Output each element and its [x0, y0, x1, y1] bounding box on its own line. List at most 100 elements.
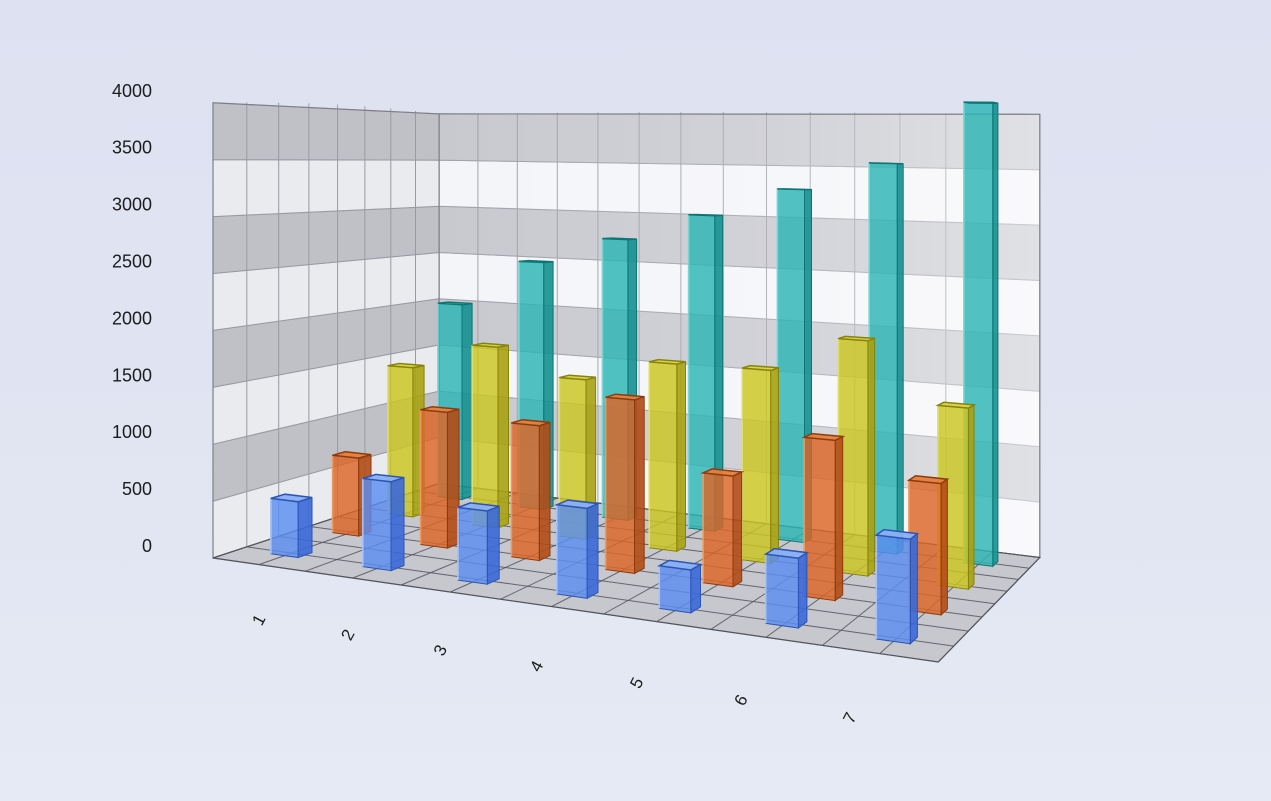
- bar-front-face: [457, 506, 488, 585]
- bar-row-2-cat3[interactable]: [510, 418, 551, 562]
- bar-side-face: [497, 344, 509, 529]
- bar-top-face: [963, 101, 999, 105]
- x-category-label: 2: [337, 626, 358, 643]
- y-tick-label: 3500: [112, 138, 152, 158]
- bar-top-face: [457, 502, 500, 512]
- bar-front-face: [765, 553, 799, 629]
- bar-top-face: [741, 364, 779, 372]
- bar-row-1-front-cat5[interactable]: [656, 559, 703, 614]
- bar-front-face: [270, 497, 299, 559]
- x-category-label: 1: [248, 611, 269, 628]
- bar-row-2-cat5[interactable]: [700, 468, 745, 588]
- bar-side-face: [390, 476, 405, 572]
- y-tick-label: 3000: [112, 195, 152, 215]
- bar-top-face: [700, 468, 745, 477]
- y-tick-label: 2500: [112, 252, 152, 272]
- bar-top-face: [869, 162, 904, 165]
- bar-front-face: [875, 534, 911, 645]
- bar-top-face: [387, 362, 425, 369]
- bar-top-face: [874, 528, 920, 540]
- bar-front-face: [556, 504, 588, 599]
- floor-gridline: [937, 557, 1041, 663]
- bar-side-face: [461, 302, 473, 501]
- bar-row-2-cat4[interactable]: [604, 393, 645, 575]
- bar-front-face: [658, 565, 692, 614]
- bar-top-face: [437, 301, 473, 306]
- bar-front-face: [420, 409, 448, 549]
- bar-front-face: [702, 472, 734, 588]
- bar-top-face: [688, 213, 723, 217]
- y-axis-labels: 0 500 1000 1500 2000 2500 3000 3500 4000: [112, 81, 152, 556]
- y-tick-label: 1500: [112, 365, 152, 385]
- bar-side-face: [797, 551, 808, 629]
- bar-top-face: [420, 405, 460, 414]
- bar-row-3-cat3[interactable]: [558, 374, 597, 541]
- x-axis-labels: 1 2 3 4 5 6 7: [248, 611, 860, 726]
- bar-top-face: [801, 432, 846, 442]
- bar-side-face: [297, 496, 313, 559]
- bar-top-face: [763, 547, 810, 559]
- bar-top-face: [472, 342, 509, 348]
- x-category-label: 5: [626, 674, 647, 691]
- bar-row-1-front-cat3[interactable]: [457, 502, 500, 585]
- bar-row-1-front-cat4[interactable]: [553, 499, 601, 600]
- bars: [270, 101, 999, 645]
- bar-top-face: [649, 358, 686, 365]
- bar-row-1-front-cat7[interactable]: [874, 528, 920, 645]
- series-row-2: [331, 393, 950, 617]
- y-tick-label: 4000: [112, 81, 152, 101]
- bar-side-face: [770, 367, 779, 565]
- bar-side-face: [909, 532, 918, 645]
- bar-row-1-front-cat6[interactable]: [763, 547, 810, 629]
- bar-row-1-front-cat2[interactable]: [361, 473, 405, 572]
- bar-top-face: [605, 393, 645, 401]
- bar-row-1-front-cat1[interactable]: [270, 493, 313, 559]
- bar-row-2-cat2[interactable]: [419, 405, 460, 549]
- bar-row-3-cat6[interactable]: [837, 335, 876, 578]
- bar-front-face: [332, 454, 360, 537]
- bar-side-face: [834, 435, 844, 602]
- bar-top-face: [559, 374, 596, 381]
- bar-row-2-cat6[interactable]: [801, 432, 846, 602]
- bar-front-face: [510, 422, 540, 562]
- bar-side-face: [690, 563, 701, 614]
- bar-side-face: [992, 101, 999, 568]
- x-category-label: 7: [839, 709, 860, 726]
- bar-front-face: [362, 477, 392, 572]
- bar-row-4-back-cat4[interactable]: [687, 213, 724, 533]
- bar-top-face: [935, 401, 977, 409]
- bar-side-face: [967, 404, 975, 591]
- bar-side-face: [732, 471, 743, 588]
- bar-top-face: [656, 559, 703, 571]
- bar-side-face: [634, 396, 645, 575]
- bar-front-face: [471, 344, 499, 529]
- bar-front-face: [741, 367, 772, 565]
- x-category-label: 4: [526, 658, 547, 675]
- series-row-1-front: [270, 473, 920, 645]
- bar-side-face: [538, 421, 551, 562]
- bar-row-3-cat5[interactable]: [741, 364, 779, 565]
- bar-side-face: [867, 337, 876, 578]
- bar-top-face: [518, 259, 554, 264]
- bar-row-3-cat2[interactable]: [471, 342, 509, 529]
- bar-front-face: [648, 361, 678, 552]
- bar-top-face: [906, 475, 950, 485]
- x-category-label: 6: [731, 692, 752, 709]
- bar-top-face: [270, 493, 313, 503]
- floor-gridline: [212, 557, 939, 663]
- bar-top-face: [602, 237, 637, 241]
- bar-front-face: [803, 436, 836, 602]
- bar-side-face: [896, 163, 904, 556]
- bar-row-3-cat4[interactable]: [648, 358, 686, 553]
- bar-side-face: [586, 502, 599, 600]
- bar-side-face: [676, 361, 686, 553]
- y-tick-label: 0: [142, 536, 152, 556]
- bar-row-2-cat1[interactable]: [331, 451, 372, 537]
- bar-top-face: [332, 451, 372, 459]
- left-wall: [212, 102, 440, 559]
- bar-side-face: [940, 478, 948, 617]
- bar-front-face: [605, 396, 635, 574]
- y-tick-label: 2000: [112, 308, 152, 328]
